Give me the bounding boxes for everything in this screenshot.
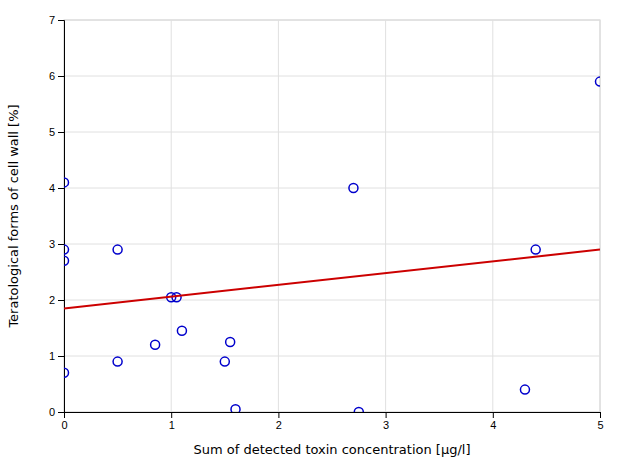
grid-line-y	[64, 188, 600, 189]
y-tick: 1	[49, 350, 64, 362]
y-tick: 3	[49, 238, 64, 250]
x-tick-label: 4	[490, 419, 496, 431]
scatter-point	[64, 368, 69, 377]
y-axis-title: Teratological forms of cell wall [%]	[6, 104, 21, 328]
scatter-point	[520, 385, 529, 394]
scatter-point	[151, 340, 160, 349]
y-tick-mark	[58, 188, 64, 189]
grid-line-x	[385, 20, 386, 412]
x-tick-label: 0	[61, 419, 67, 431]
plot: 0 1 2 3 4 5 0 1 2 3 4 5 6 7	[49, 14, 605, 431]
scatter-point	[113, 357, 122, 366]
y-tick: 0	[49, 406, 64, 418]
scatter-point	[64, 178, 69, 187]
y-tick: 5	[49, 126, 64, 138]
y-tick-label: 0	[49, 406, 55, 418]
grid-line-x	[492, 20, 493, 412]
y-tick: 6	[49, 70, 64, 82]
y-tick-mark	[58, 300, 64, 301]
x-tick-label: 5	[597, 419, 603, 431]
x-tick: 4	[490, 412, 496, 431]
x-tick-label: 2	[276, 419, 282, 431]
grid-line-x	[278, 20, 279, 412]
scatter-point	[354, 407, 363, 412]
y-tick-mark	[58, 412, 64, 413]
y-tick-mark	[58, 76, 64, 77]
scatter-point	[595, 77, 600, 86]
y-tick-label: 1	[49, 350, 55, 362]
x-tick: 2	[276, 412, 282, 431]
x-tick: 1	[169, 412, 175, 431]
x-tick-label: 3	[383, 419, 389, 431]
y-axis-line	[58, 21, 65, 413]
scatter-point	[113, 245, 122, 254]
scatter-point	[177, 326, 186, 335]
x-tick-mark	[600, 412, 601, 418]
scatter-point	[349, 183, 358, 192]
y-tick-label: 5	[49, 126, 55, 138]
x-tick-mark	[386, 412, 387, 418]
x-axis: 0 1 2 3 4 5	[61, 412, 603, 431]
grid-line-y	[64, 76, 600, 77]
y-tick: 2	[49, 294, 64, 306]
y-tick: 4	[49, 182, 64, 194]
grid-line-y	[64, 244, 600, 245]
x-axis-title: Sum of detected toxin concentration [μg/…	[193, 442, 470, 457]
x-axis-line	[65, 413, 601, 419]
x-tick-label: 1	[169, 419, 175, 431]
scatter-point	[531, 245, 540, 254]
y-axis: 0 1 2 3 4 5 6 7	[49, 14, 65, 418]
y-tick-mark	[58, 20, 64, 21]
scatter-point	[64, 245, 69, 254]
grid-line-y	[64, 356, 600, 357]
grid-line-y	[64, 20, 600, 21]
regression-line	[64, 250, 600, 309]
x-tick: 5	[597, 412, 603, 431]
scatter-point	[220, 357, 229, 366]
grid	[64, 20, 600, 412]
y-tick-label: 7	[49, 14, 55, 26]
grid-line-x	[600, 20, 601, 412]
grid-line-x	[171, 20, 172, 412]
x-tick: 0	[61, 412, 67, 431]
x-tick: 3	[383, 412, 389, 431]
y-tick-label: 4	[49, 182, 55, 194]
y-tick-label: 3	[49, 238, 55, 250]
y-tick-label: 2	[49, 294, 55, 306]
scatter-point	[231, 405, 240, 412]
y-tick-mark	[58, 356, 64, 357]
x-tick-mark	[278, 412, 279, 418]
scatter-point	[226, 337, 235, 346]
x-tick-mark	[171, 412, 172, 418]
y-tick-mark	[58, 132, 64, 133]
plot-frame	[64, 20, 600, 412]
marks	[64, 77, 600, 412]
x-tick-mark	[493, 412, 494, 418]
y-tick-label: 6	[49, 70, 55, 82]
y-tick-mark	[58, 244, 64, 245]
y-tick: 7	[49, 14, 64, 26]
grid-line-y	[64, 132, 600, 133]
scatter-point	[64, 256, 69, 265]
chart: 0 1 2 3 4 5 0 1 2 3 4 5 6 7 Sum of detected toxin conc…	[0, 0, 624, 468]
